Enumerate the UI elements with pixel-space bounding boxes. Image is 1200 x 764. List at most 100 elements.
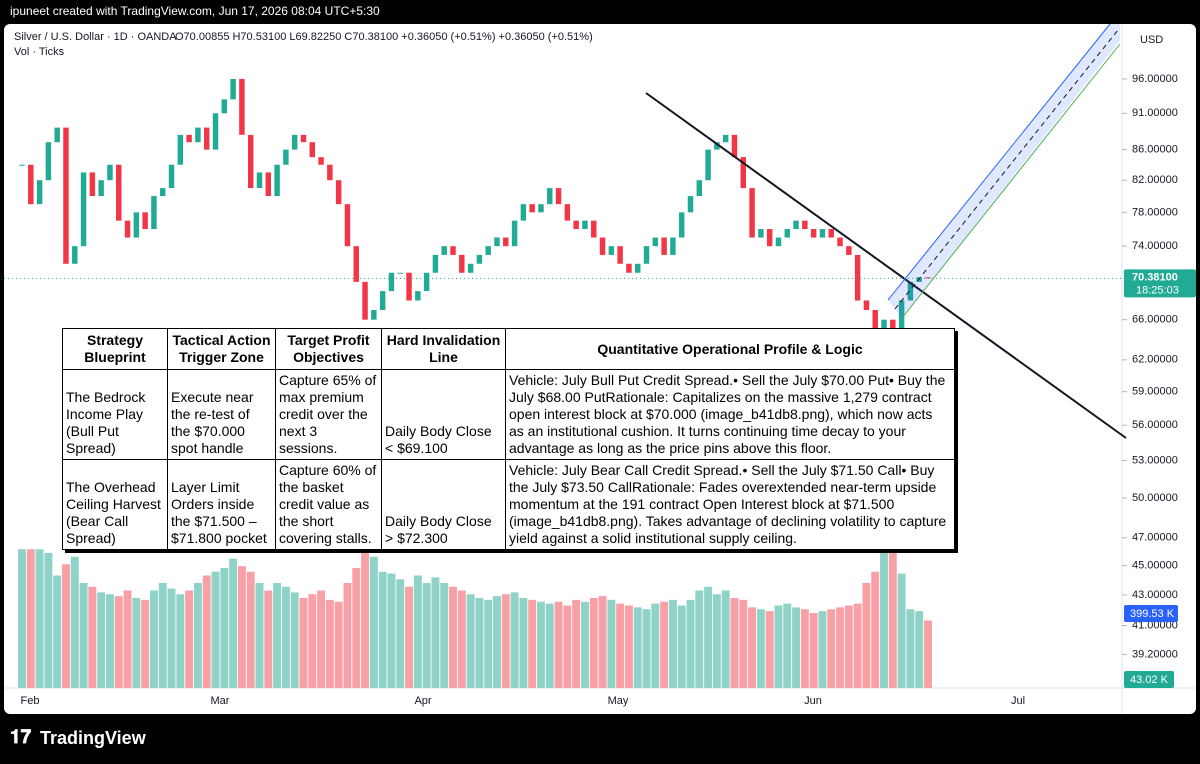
volume-bar	[343, 583, 352, 688]
candle	[476, 254, 483, 264]
header-cell: Strategy Blueprint	[62, 328, 168, 370]
candle	[133, 212, 140, 238]
candle	[854, 254, 861, 301]
volume-bar	[123, 590, 132, 688]
volume-bar	[132, 598, 141, 688]
candle	[722, 134, 729, 143]
candle	[397, 272, 403, 274]
candle	[265, 172, 272, 197]
candle	[283, 149, 289, 165]
volume-bar	[493, 596, 501, 688]
candle	[19, 164, 25, 166]
channel-mid	[894, 29, 1119, 310]
volume-bar	[624, 605, 633, 688]
volume-bar	[396, 579, 405, 688]
candle	[98, 180, 104, 197]
volume-bar	[440, 583, 449, 688]
volume-bar	[202, 575, 211, 688]
volume-bar	[519, 598, 528, 688]
candle	[168, 164, 175, 189]
ohlc: O70.00855 H70.53100 L69.82250 C70.38100 …	[175, 31, 593, 43]
candle	[775, 237, 782, 247]
y-tick-label: 41.00000	[1132, 619, 1178, 631]
volume-bar	[88, 586, 97, 688]
volume-badge	[1124, 671, 1174, 688]
x-tick-label: Jun	[804, 695, 822, 707]
volume-bar	[413, 575, 422, 688]
y-tick-label: 62.00000	[1132, 354, 1178, 366]
candle	[872, 310, 878, 340]
candle	[863, 300, 870, 311]
candle	[802, 220, 808, 230]
volume-bar	[800, 609, 809, 688]
volume-bar	[510, 592, 519, 688]
cell: The Bedrock Income Play (Bull Put Spread…	[62, 369, 168, 460]
candle	[485, 246, 491, 255]
volume-bar	[528, 599, 537, 688]
volume-bar	[783, 603, 792, 688]
volume-bar	[361, 553, 370, 688]
y-tick-label: 91.00000	[1132, 107, 1178, 119]
candle	[362, 281, 368, 320]
volume-bar	[220, 568, 229, 688]
volume-label: 43.02 K	[1130, 674, 1169, 686]
volume-bar	[149, 590, 158, 688]
candle	[239, 78, 245, 135]
y-tick-label: 50.00000	[1132, 492, 1178, 504]
volume-bar	[660, 601, 669, 688]
price-badge	[1124, 269, 1196, 298]
indicator: Vol · Ticks	[14, 46, 65, 58]
candle	[740, 157, 747, 189]
candle	[582, 220, 588, 230]
volume-bar	[176, 594, 185, 688]
candle	[661, 237, 667, 255]
volume-bar	[264, 590, 273, 688]
candle	[749, 188, 755, 238]
candle	[520, 204, 527, 221]
volume-bar	[141, 599, 150, 688]
volume-bar	[924, 620, 932, 688]
volume-bar	[748, 607, 757, 688]
candle	[379, 291, 386, 311]
volume-bar	[114, 596, 123, 688]
candle	[415, 291, 421, 301]
candle	[72, 246, 78, 264]
volume-bar	[237, 566, 246, 688]
candle	[564, 204, 571, 221]
volume-bar	[704, 586, 713, 688]
volume-bar	[466, 594, 475, 688]
candle	[819, 229, 826, 238]
candle	[274, 164, 280, 197]
strategy-table: Strategy Blueprint Tactical Action Trigg…	[62, 328, 955, 550]
candle	[793, 220, 799, 230]
candle	[256, 172, 263, 189]
y-tick-label: 56.00000	[1132, 419, 1178, 431]
header-cell: Tactical Action Trigger Zone	[167, 328, 276, 370]
candle	[925, 277, 931, 279]
volume-bar	[229, 558, 238, 688]
candle	[608, 246, 615, 255]
volume-bar	[642, 609, 651, 688]
volume-bar	[607, 599, 616, 688]
volume-bar	[651, 603, 660, 688]
candle	[643, 246, 650, 264]
volume-bar	[598, 596, 607, 688]
table-header: Strategy Blueprint Tactical Action Trigg…	[62, 328, 955, 370]
candle	[907, 281, 914, 301]
volume-bar	[712, 594, 721, 688]
volume-bar	[730, 598, 739, 688]
volume-bar	[668, 599, 677, 688]
volume-bar	[554, 601, 563, 688]
candle	[547, 188, 553, 205]
cell: Capture 65% of max premium credit over t…	[275, 369, 382, 460]
brand-logo: 𝟏𝟕	[10, 727, 32, 748]
volume-bar	[53, 575, 62, 688]
candle	[459, 254, 465, 273]
volume-bar	[193, 583, 202, 688]
candle	[766, 229, 773, 247]
cell: Vehicle: July Bull Put Credit Spread.• S…	[505, 369, 955, 460]
volume-bar	[185, 590, 194, 688]
candle	[573, 220, 579, 230]
volume-bar	[62, 564, 70, 688]
table-row: The Overhead Ceiling Harvest (Bear Call …	[62, 459, 955, 550]
